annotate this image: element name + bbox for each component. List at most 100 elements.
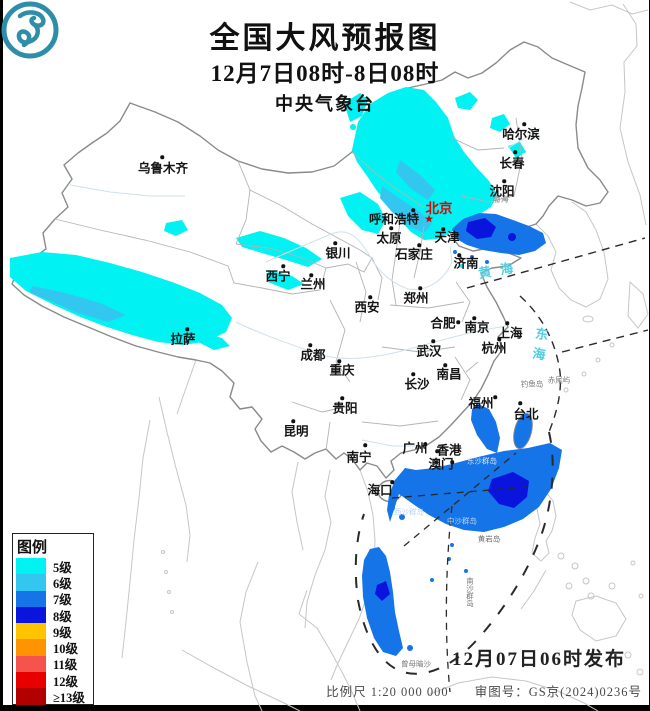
city-label: 香港	[436, 443, 462, 458]
forecast-period: 12月7日08时-8日08时	[210, 61, 440, 86]
city-dot	[308, 343, 312, 347]
city-label: 沈阳	[489, 184, 515, 199]
city-dot	[431, 339, 435, 343]
city-label: 西宁	[265, 269, 291, 284]
legend-swatch	[16, 623, 46, 640]
city-dot	[291, 419, 295, 423]
legend-label: ≥13级	[53, 691, 85, 706]
island-label: 赤尾屿	[547, 375, 571, 385]
city-label: 拉萨	[170, 332, 196, 347]
city-label: 昆明	[283, 424, 309, 439]
sea-label: 渤海	[492, 194, 510, 204]
city-label: 南昌	[436, 367, 462, 382]
city-label: 台北	[513, 407, 539, 422]
city-label: 太原	[376, 231, 402, 246]
legend-item: ≥13级	[16, 688, 93, 706]
legend-item: 6级	[16, 574, 93, 591]
legend-label: 5级	[53, 560, 72, 575]
agency-name: 中央气象台	[275, 94, 375, 114]
map-scale: 比例尺 1:20 000 000	[326, 685, 449, 699]
legend-swatch	[16, 590, 46, 607]
city-label: 南宁	[346, 450, 372, 465]
province-borders	[54, 117, 523, 451]
release-time: 12月07日06时发布	[451, 649, 626, 670]
island-label: 钓鱼岛	[520, 379, 544, 389]
island-label: 西沙群岛	[394, 507, 424, 517]
city-label: 长春	[499, 156, 525, 171]
city-dot	[309, 273, 313, 277]
city-label: 合肥	[430, 316, 456, 331]
legend-item: 10级	[16, 639, 93, 656]
wind-area-level6	[30, 160, 435, 322]
legend-swatch	[16, 574, 46, 591]
city-dot	[363, 443, 367, 447]
city-label: 长沙	[404, 377, 430, 392]
city-dot	[502, 179, 506, 183]
city-label: 贵阳	[332, 401, 358, 416]
legend-swatch	[16, 558, 46, 575]
review-number: 审图号：GS京(2024)0236号	[474, 685, 642, 699]
city-label: 杭州	[481, 341, 507, 356]
city-dot	[160, 155, 164, 159]
legend-swatch	[16, 688, 46, 705]
city-label: 银川	[325, 246, 351, 261]
legend-item: 11级	[16, 655, 93, 673]
city-label: 广州	[402, 441, 428, 456]
scs-dashed-line-diagonal	[403, 452, 517, 547]
rivers	[69, 127, 541, 450]
page-title: 全国大风预报图	[209, 22, 441, 55]
city-label: 澳门	[428, 457, 454, 472]
city-dot	[435, 449, 439, 453]
city-dot	[333, 241, 337, 245]
legend-label: 8级	[53, 609, 72, 624]
city-dot	[493, 395, 497, 399]
city-dot	[472, 316, 476, 320]
city-dot	[456, 320, 460, 324]
city-dot	[411, 208, 415, 212]
city-label: 兰州	[300, 277, 326, 292]
wind-area-level8	[375, 218, 529, 601]
city-label: 天津	[434, 230, 460, 245]
city-dot	[497, 337, 501, 341]
city-label: 石家庄	[395, 247, 433, 262]
island-label: 南沙群岛	[465, 577, 475, 607]
dragon-icon	[16, 10, 46, 48]
city-dot	[505, 321, 509, 325]
city-dot	[418, 286, 422, 290]
legend-label: 11级	[53, 658, 78, 673]
city-dot	[337, 359, 341, 363]
legend-item: 7级	[16, 590, 93, 607]
cma-logo	[1, 1, 59, 59]
city-label: 海口	[367, 483, 393, 498]
city-dot	[450, 460, 454, 464]
city-label: 南京	[464, 320, 490, 335]
city-label: 西安	[354, 300, 380, 315]
city-label: 福州	[468, 396, 494, 411]
city-dot	[411, 372, 415, 376]
legend-item: 12级	[16, 672, 93, 689]
city-label: 呼和浩特	[368, 212, 420, 227]
city-dot	[417, 243, 421, 247]
island-label: 曾母暗沙	[401, 659, 431, 669]
island-label: 中沙群岛	[447, 516, 477, 526]
yellow-sea-dashed-line	[466, 237, 646, 289]
city-dot	[443, 363, 447, 367]
city-dot	[513, 150, 517, 154]
city-dot	[441, 227, 445, 231]
legend-item: 9级	[16, 623, 93, 640]
capital-label: 北京	[425, 201, 453, 216]
legend-rows: 5级 6级 7级 8级 9级 10级 11级 12级 ≥13级	[16, 558, 93, 705]
maritime-dashed-lines	[354, 237, 649, 693]
city-label: 乌鲁木齐	[137, 161, 189, 176]
scs-dashed-line-horizontal	[391, 486, 528, 499]
legend-title: 图例	[17, 540, 48, 556]
capital-star-icon: ★	[424, 212, 434, 226]
city-label: 武汉	[416, 344, 442, 359]
legend-swatch	[16, 655, 46, 673]
taiwan-island	[513, 412, 533, 450]
city-label: 上海	[497, 326, 523, 341]
city-dot	[390, 480, 394, 484]
city-dot	[457, 253, 461, 257]
